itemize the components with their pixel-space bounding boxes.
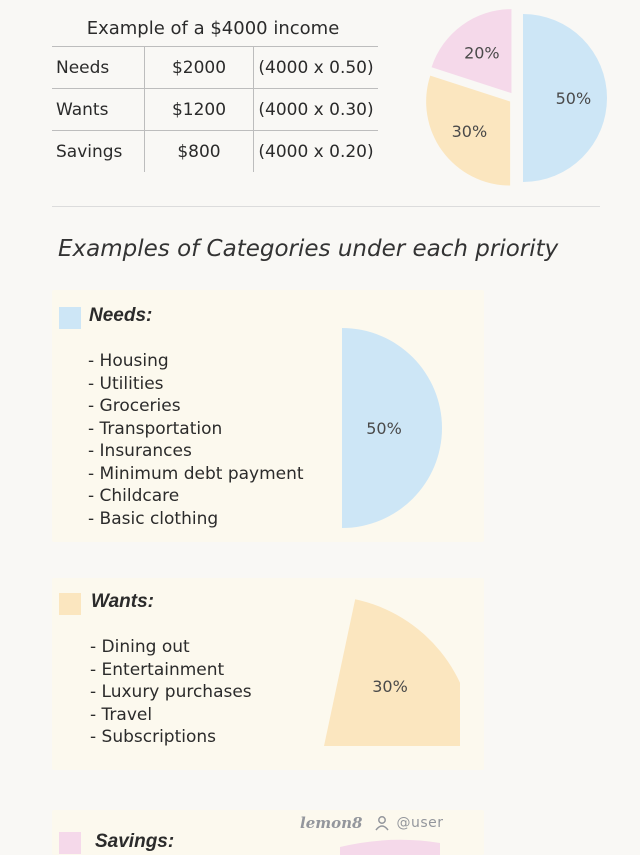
list-item: - Subscriptions (90, 727, 217, 747)
list-item: - Childcare (88, 486, 180, 506)
table-row: Wants $1200 (4000 x 0.30) (52, 88, 378, 131)
divider (52, 206, 600, 207)
income-table: Needs $2000 (4000 x 0.50) Wants $1200 (4… (52, 46, 378, 172)
needs-list: - Housing - Utilities - Groceries - Transpo… (88, 350, 304, 530)
row-amount: $800 (144, 130, 254, 172)
pie-slice-savings (431, 9, 512, 94)
watermark-username: @user (396, 815, 444, 831)
list-item: - Minimum debt payment (88, 463, 304, 484)
income-example-caption: Example of a $4000 income (86, 18, 340, 39)
wants-pie-sector: 30% (324, 599, 460, 746)
pie-label-savings: 20% (464, 43, 500, 62)
lemon8-logo: lemon8 (300, 814, 363, 832)
row-amount: $2000 (144, 46, 254, 89)
budget-pie-chart: 50% 30% 20% (426, 9, 607, 186)
savings-color-swatch (59, 832, 81, 854)
person-icon (375, 816, 390, 831)
pie-label-needs: 50% (366, 419, 402, 438)
row-formula: (4000 x 0.20) (253, 130, 378, 172)
needs-half-pie: 50% (342, 328, 442, 528)
row-category: Needs (56, 57, 110, 78)
savings-heading: Savings: (95, 831, 175, 852)
needs-heading: Needs: (89, 305, 153, 326)
pie-label-wants: 30% (452, 122, 488, 141)
row-formula: (4000 x 0.50) (253, 46, 378, 89)
pie-label-wants: 30% (372, 677, 408, 696)
row-amount: $1200 (144, 88, 254, 131)
table-row: Savings $800 (4000 x 0.20) (52, 130, 378, 172)
list-item: - Insurances (88, 441, 192, 461)
list-item: - Housing (88, 351, 169, 371)
savings-pie-sector (340, 839, 440, 855)
list-item: - Dining out (90, 637, 190, 657)
row-category: Savings (56, 141, 123, 162)
list-item: - Travel (90, 704, 153, 725)
list-item: - Groceries (88, 396, 181, 416)
row-formula: (4000 x 0.30) (253, 88, 378, 131)
row-category: Wants (56, 99, 109, 120)
watermark: lemon8 @user (300, 808, 630, 838)
pie-slice-wants (426, 75, 511, 186)
list-item: - Transportation (88, 418, 223, 439)
wants-heading: Wants: (91, 591, 154, 612)
needs-color-swatch (59, 307, 81, 329)
list-item: - Luxury purchases (90, 682, 252, 702)
list-item: - Utilities (88, 373, 164, 394)
list-item: - Basic clothing (88, 508, 219, 529)
pie-slice-wants (324, 599, 460, 746)
table-row: Needs $2000 (4000 x 0.50) (52, 46, 378, 89)
list-item: - Entertainment (90, 659, 225, 680)
section-title: Examples of Categories under each priori… (58, 236, 559, 262)
wants-color-swatch (59, 593, 81, 615)
wants-list: - Dining out - Entertainment - Luxury purc… (90, 636, 252, 749)
watermark-user: @user (374, 815, 443, 831)
pie-slice-needs (523, 14, 607, 182)
pie-slice-needs (342, 328, 442, 528)
pie-label-needs: 50% (556, 89, 592, 108)
